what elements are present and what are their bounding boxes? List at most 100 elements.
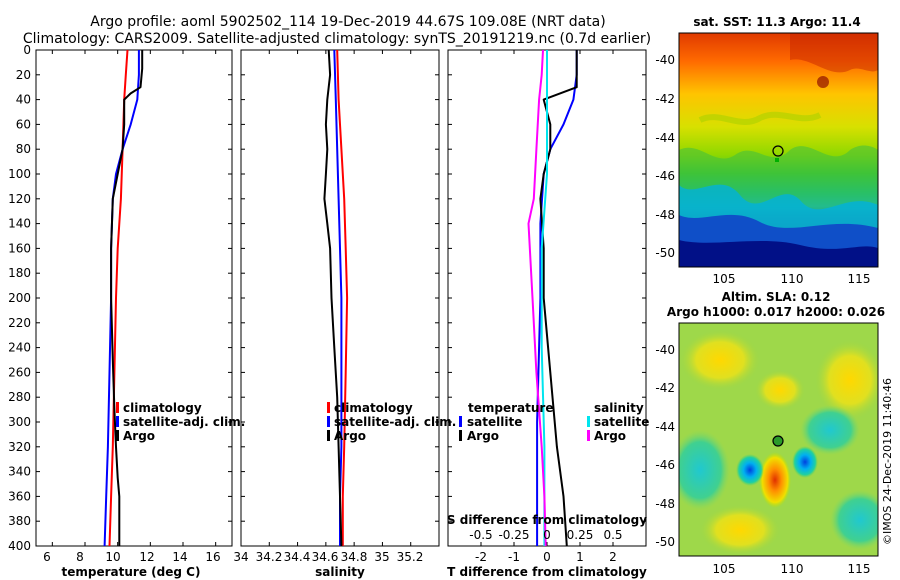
tick-label: 14	[172, 550, 187, 564]
s-tick-label: -0.25	[498, 528, 529, 542]
lon-label: 115	[848, 272, 871, 286]
lat-label: -40	[655, 53, 675, 67]
depth-tick-label: 260	[8, 365, 31, 379]
depth-tick-label: 220	[8, 316, 31, 330]
lat-label: -42	[655, 92, 675, 106]
depth-tick-label: 200	[8, 291, 31, 305]
s-tick-label: 0.25	[567, 528, 594, 542]
depth-tick-label: 320	[8, 440, 31, 454]
legend-swatch	[327, 402, 330, 413]
lon-label: 115	[848, 562, 871, 576]
legend-swatch	[587, 416, 590, 427]
lon-label: 105	[713, 272, 736, 286]
s-tick-label: 0	[543, 528, 551, 542]
series-line-climatology	[336, 49, 349, 546]
tick-label: -2	[475, 550, 487, 564]
temperature-plot	[51, 49, 217, 547]
series-line-t-argo	[539, 50, 578, 547]
lat-label: -50	[655, 246, 675, 260]
tick-label: 1	[576, 550, 584, 564]
legend-swatch	[116, 430, 119, 441]
legend-label: Argo	[334, 429, 366, 443]
sst-map-title: sat. SST: 11.3 Argo: 11.4	[693, 15, 860, 29]
series-line-satellite-adj-clim-	[103, 50, 140, 547]
depth-tick-label: 280	[8, 390, 31, 404]
tick-label: 35	[374, 550, 389, 564]
tick-label: 10	[105, 550, 120, 564]
temperature-x-ticks: 6 8 10 12 14 16	[43, 550, 220, 564]
lat-label: -48	[655, 497, 675, 511]
tick-label: 6	[43, 550, 51, 564]
lon-label: 110	[781, 272, 804, 286]
depth-tick-label: 300	[8, 415, 31, 429]
sla-map-axes: -40 -42 -44 -46 -48 -50 105 110 115	[655, 343, 870, 576]
lat-label: -46	[655, 458, 675, 472]
series-line-s-satellite	[540, 50, 548, 546]
depth-tick-label: 160	[8, 241, 31, 255]
series-line-climatology	[108, 49, 129, 547]
difference-legend-salinity: salinity satellite Argo	[587, 401, 649, 443]
depth-tick-label: 40	[16, 93, 31, 107]
depth-tick-label: 400	[8, 539, 31, 553]
salinity-xlabel: salinity	[315, 565, 365, 579]
s-difference-label: S difference from climatology	[447, 513, 647, 527]
legend-label: satellite-adj. clim.	[334, 415, 456, 429]
depth-tick-label: 360	[8, 489, 31, 503]
legend-swatch	[116, 416, 119, 427]
tick-label: 12	[139, 550, 154, 564]
temperature-panel	[35, 49, 233, 547]
sst-map-axes: -40 -42 -44 -46 -48 -50 105 110 115	[655, 53, 870, 286]
tick-label: 8	[76, 550, 84, 564]
depth-tick-label: 60	[16, 117, 31, 131]
depth-tick-label: 120	[8, 192, 31, 206]
lat-label: -44	[655, 420, 675, 434]
difference-legend-temperature: temperature satellite Argo	[459, 401, 553, 443]
sst-map-image	[679, 33, 878, 267]
depth-tick-label: 180	[8, 266, 31, 280]
depth-tick-label: 340	[8, 465, 31, 479]
depth-tick-label: 0	[23, 43, 31, 57]
legend-title: salinity	[594, 401, 644, 415]
legend-swatch	[459, 416, 462, 427]
series-line-satellite-adj-clim-	[333, 49, 343, 546]
depth-tick-label: 20	[16, 68, 31, 82]
series-line-s-argo	[527, 49, 547, 547]
s-tick-label: -0.5	[469, 528, 492, 542]
difference-plot	[480, 49, 614, 547]
legend-swatch	[116, 402, 119, 413]
salinity-legend: climatology satellite-adj. clim. Argo	[327, 401, 456, 443]
lon-label: 110	[781, 562, 804, 576]
legend-label: Argo	[594, 429, 626, 443]
tick-label: 16	[205, 550, 220, 564]
temperature-legend: climatology satellite-adj. clim. Argo	[116, 401, 245, 443]
tick-label: 0	[543, 550, 551, 564]
difference-xlabel: T difference from climatology	[447, 565, 647, 579]
depth-tick-label: 80	[16, 142, 31, 156]
difference-x-ticks: -2 -1 0 1 2	[475, 550, 617, 564]
lon-label: 105	[713, 562, 736, 576]
header-line2: Climatology: CARS2009. Satellite-adjuste…	[23, 31, 651, 47]
argo-track-marker	[775, 158, 779, 162]
salinity-plot	[240, 49, 412, 547]
lat-label: -44	[655, 131, 675, 145]
legend-swatch	[587, 430, 590, 441]
legend-swatch	[459, 430, 462, 441]
tick-label: 34.6	[312, 550, 339, 564]
depth-tick-label: 140	[8, 217, 31, 231]
tick-label: 34	[233, 550, 248, 564]
argo-position-marker	[772, 145, 784, 157]
tick-label: 35.2	[397, 550, 424, 564]
legend-label: Argo	[467, 429, 499, 443]
legend-label: climatology	[334, 401, 413, 415]
series-line-argo	[110, 50, 144, 546]
legend-label: satellite	[594, 415, 649, 429]
sla-map-title2: Argo h1000: 0.017 h2000: 0.026	[667, 305, 885, 319]
depth-tick-label: 380	[8, 514, 31, 528]
legend-label: climatology	[123, 401, 202, 415]
depth-tick-label: 100	[8, 167, 31, 181]
legend-swatch	[327, 416, 330, 427]
lat-label: -40	[655, 343, 675, 357]
legend-swatch	[327, 430, 330, 441]
s-tick-label: 0.5	[603, 528, 622, 542]
temperature-xlabel: temperature (deg C)	[62, 565, 201, 579]
